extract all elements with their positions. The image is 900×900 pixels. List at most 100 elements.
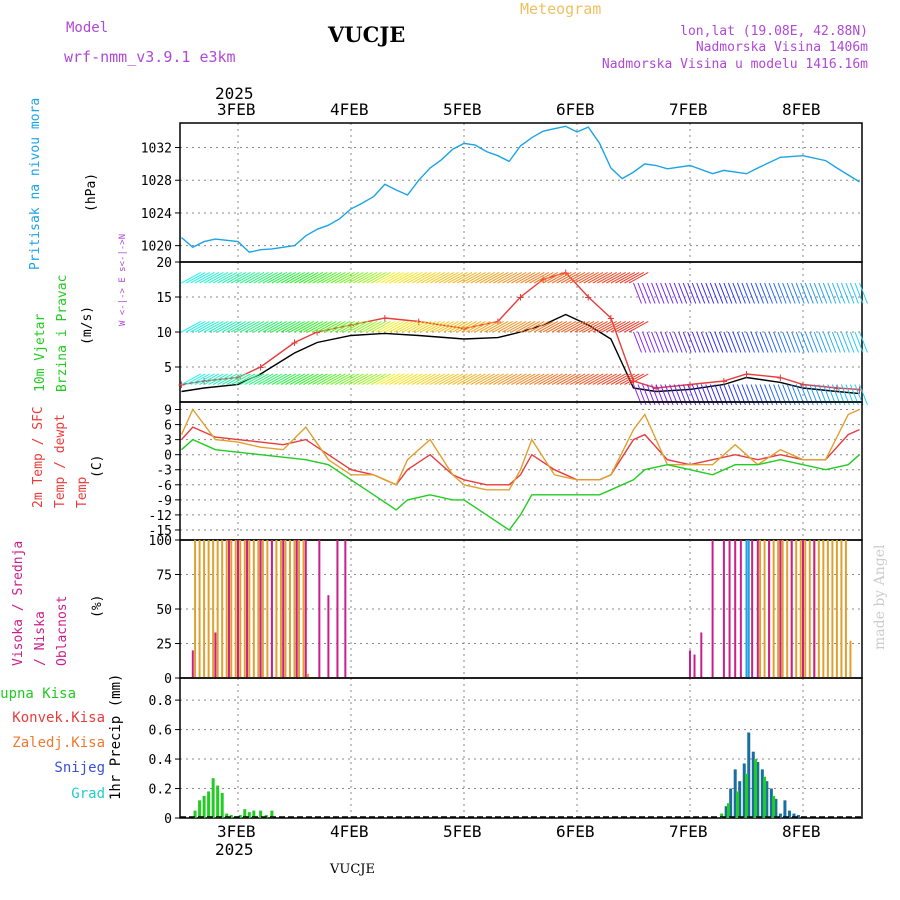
wind-barb bbox=[303, 373, 324, 385]
wind-barb bbox=[669, 331, 679, 353]
gust-marker: + bbox=[234, 371, 241, 385]
wind-barb bbox=[190, 373, 211, 385]
wind-barb bbox=[791, 331, 801, 353]
wind-barb bbox=[190, 321, 211, 333]
wind-barb bbox=[343, 321, 364, 333]
data-bar bbox=[799, 540, 802, 678]
wind-barb bbox=[244, 321, 265, 333]
wind-barb bbox=[456, 373, 477, 385]
wind-barb bbox=[547, 272, 568, 284]
wind-barb bbox=[389, 373, 409, 385]
wind-barb bbox=[533, 272, 554, 284]
wind-barb bbox=[334, 272, 355, 284]
data-bar bbox=[198, 800, 202, 818]
wind-barb bbox=[574, 272, 595, 284]
wind-barb bbox=[619, 373, 640, 385]
wind-barb bbox=[425, 373, 446, 385]
data-bar bbox=[817, 540, 820, 678]
wind-barb bbox=[583, 272, 604, 284]
data-bar bbox=[327, 595, 330, 678]
wind-barb bbox=[380, 373, 400, 385]
wind-barb bbox=[610, 321, 631, 333]
wind-barb bbox=[375, 272, 396, 284]
data-bar bbox=[747, 540, 750, 678]
wind-barb bbox=[551, 321, 572, 333]
wind-barb bbox=[398, 373, 419, 385]
wind-barb bbox=[199, 272, 220, 284]
wind-barb bbox=[312, 321, 333, 333]
wind-barb bbox=[420, 272, 441, 284]
wind-barb bbox=[199, 373, 220, 385]
wind-barb bbox=[768, 331, 778, 353]
wind-barb bbox=[827, 282, 837, 304]
wind-barb bbox=[678, 282, 688, 304]
wind-barb bbox=[325, 272, 346, 284]
gust-marker: + bbox=[585, 290, 592, 304]
wind-barb bbox=[660, 331, 670, 353]
wind-barb bbox=[380, 272, 400, 284]
wind-barb bbox=[434, 373, 455, 385]
wind-barb bbox=[764, 331, 774, 353]
wind-barb bbox=[212, 272, 233, 284]
wind-barb bbox=[669, 282, 679, 304]
wind-barb bbox=[755, 331, 764, 353]
wind-barb bbox=[556, 272, 577, 284]
wind-barb bbox=[574, 373, 595, 385]
data-bar bbox=[293, 540, 296, 678]
data-bar bbox=[216, 785, 220, 818]
wind-barb bbox=[438, 373, 459, 385]
data-bar bbox=[700, 632, 703, 678]
wind-barb bbox=[484, 321, 504, 333]
wind-barb bbox=[750, 282, 760, 304]
wind-barb bbox=[443, 272, 464, 284]
wind-barb bbox=[348, 321, 369, 333]
wind-barb bbox=[547, 373, 568, 385]
data-bar bbox=[307, 673, 310, 678]
panel-frame bbox=[179, 401, 863, 541]
wind-barb bbox=[285, 373, 306, 385]
gust-marker: + bbox=[517, 290, 524, 304]
wind-barb bbox=[588, 272, 608, 284]
wind-barb bbox=[321, 272, 342, 284]
data-bar bbox=[720, 813, 724, 818]
wind-barb bbox=[298, 373, 319, 385]
wind-barb bbox=[651, 331, 661, 353]
wind-barb bbox=[312, 373, 333, 385]
wind-barb bbox=[434, 272, 455, 284]
wind-barb bbox=[601, 272, 622, 284]
wind-barb bbox=[230, 321, 251, 333]
data-bar bbox=[742, 763, 746, 818]
gust-marker: + bbox=[291, 336, 298, 350]
wind-barb bbox=[511, 373, 532, 385]
data-bar bbox=[759, 540, 762, 678]
wind-barb bbox=[443, 321, 464, 333]
wind-barb bbox=[484, 373, 504, 385]
wind-barb bbox=[353, 321, 373, 333]
gust-marker: + bbox=[799, 378, 806, 392]
data-bar bbox=[282, 540, 285, 678]
wind-barb bbox=[849, 331, 859, 353]
wind-barb bbox=[560, 321, 581, 333]
wind-barb bbox=[185, 321, 206, 333]
y-tick-label: 1020 bbox=[141, 240, 172, 255]
data-bar bbox=[849, 640, 852, 678]
wind-barb bbox=[615, 373, 635, 385]
wind-barb bbox=[533, 321, 554, 333]
wind-barb bbox=[271, 373, 292, 385]
wind-barb bbox=[723, 331, 733, 353]
wind-barb bbox=[592, 321, 613, 333]
wind-barb bbox=[569, 373, 590, 385]
wind-barb bbox=[633, 331, 642, 353]
wind-barb bbox=[416, 373, 437, 385]
wind-barb bbox=[208, 373, 229, 385]
wind-barb bbox=[407, 373, 428, 385]
wind-barb bbox=[353, 272, 373, 284]
data-bar bbox=[212, 540, 215, 678]
wind-barb bbox=[818, 331, 828, 353]
wind-barb bbox=[271, 272, 292, 284]
wind-barb bbox=[249, 272, 269, 284]
wind-barb bbox=[551, 373, 572, 385]
data-bar bbox=[230, 540, 233, 678]
y-tick-label: 0 bbox=[164, 812, 172, 827]
wind-barb bbox=[859, 384, 868, 406]
